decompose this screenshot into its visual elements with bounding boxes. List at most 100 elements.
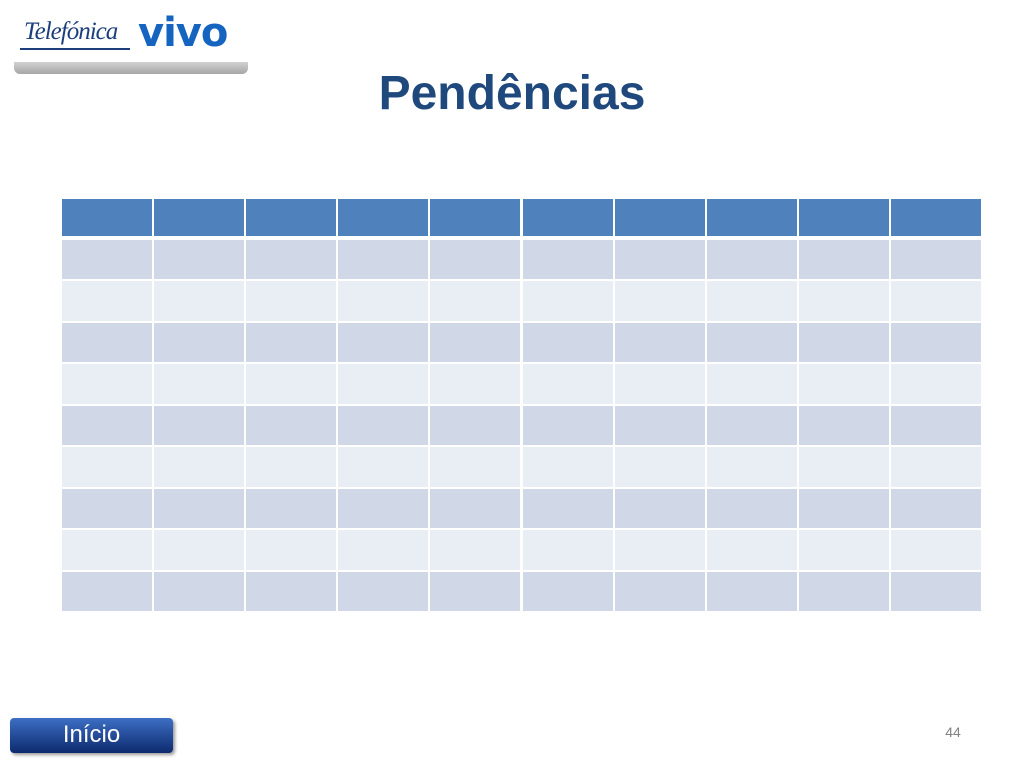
table-cell [245, 446, 338, 488]
page-number: 44 [945, 724, 961, 740]
table [61, 198, 982, 612]
table-cell [797, 487, 890, 530]
table-cell [889, 239, 982, 281]
table-cell [521, 239, 614, 281]
table-cell [521, 363, 614, 405]
table-cell [337, 321, 430, 364]
table-cell [429, 446, 522, 488]
table-cell [889, 321, 982, 364]
table-cell [889, 404, 982, 447]
table-cell [61, 280, 154, 322]
table-cell [797, 239, 890, 281]
table-cell [797, 529, 890, 571]
table-cell [705, 404, 798, 447]
table-cell [153, 570, 246, 612]
table-cell [61, 239, 154, 281]
table-cell [797, 570, 890, 612]
table-cell [429, 529, 522, 571]
table-cell [429, 280, 522, 322]
table-cell [153, 404, 246, 447]
table-cell [245, 529, 338, 571]
table-cell [61, 321, 154, 364]
table-cell [153, 446, 246, 488]
table-cell [245, 239, 338, 281]
table-cell [245, 487, 338, 530]
table-cell [521, 487, 614, 530]
table-cell [613, 280, 706, 322]
logo-line [20, 48, 130, 50]
header-cell [429, 198, 522, 239]
table-cell [61, 446, 154, 488]
table-cell [613, 239, 706, 281]
logo: Telefónica vivo [14, 10, 248, 62]
table-cell [245, 404, 338, 447]
table-cell [521, 280, 614, 322]
header-cell [337, 198, 430, 239]
table-cell [153, 363, 246, 405]
table-cell [337, 404, 430, 447]
table-cell [61, 487, 154, 530]
header-cell [61, 198, 154, 239]
table-cell [613, 363, 706, 405]
table-cell [521, 446, 614, 488]
table-cell [153, 487, 246, 530]
table-cell [245, 363, 338, 405]
table-cell [613, 529, 706, 571]
table-cell [153, 321, 246, 364]
header-cell [613, 198, 706, 239]
table-cell [153, 239, 246, 281]
table-cell [337, 363, 430, 405]
table-cell [153, 529, 246, 571]
table-cell [705, 487, 798, 530]
table-cell [705, 529, 798, 571]
table-cell [153, 280, 246, 322]
header-cell [705, 198, 798, 239]
table-cell [705, 570, 798, 612]
table-cell [889, 280, 982, 322]
table-cell [61, 570, 154, 612]
table-cell [889, 529, 982, 571]
table-cell [797, 404, 890, 447]
table-cell [797, 363, 890, 405]
table-cell [245, 570, 338, 612]
table-cell [521, 321, 614, 364]
table-cell [429, 321, 522, 364]
logo-brand: vivo [138, 10, 228, 56]
table-cell [429, 363, 522, 405]
table-cell [705, 239, 798, 281]
header-cell [521, 198, 614, 239]
table-cell [521, 570, 614, 612]
table-cell [889, 446, 982, 488]
slide-title: Pendências [378, 67, 646, 120]
table-cell [889, 363, 982, 405]
table-cell [429, 570, 522, 612]
table-cell [705, 446, 798, 488]
header-cell [889, 198, 982, 239]
table-cell [337, 529, 430, 571]
table-cell [613, 487, 706, 530]
table-cell [245, 280, 338, 322]
header-cell [153, 198, 246, 239]
table-cell [613, 446, 706, 488]
table-cell [521, 404, 614, 447]
table-cell [889, 570, 982, 612]
table-cell [337, 280, 430, 322]
table-cell [613, 404, 706, 447]
table-cell [797, 446, 890, 488]
header-cell [245, 198, 338, 239]
table-cell [521, 529, 614, 571]
table-cell [245, 321, 338, 364]
table-cell [705, 280, 798, 322]
home-button[interactable]: Início [10, 718, 173, 753]
table-cell [61, 529, 154, 571]
table-cell [429, 239, 522, 281]
table-cell [797, 280, 890, 322]
table-cell [61, 404, 154, 447]
table-cell [613, 321, 706, 364]
table-cell [705, 363, 798, 405]
table-cell [797, 321, 890, 364]
logo-bar [14, 60, 248, 74]
header-cell [797, 198, 890, 239]
table-cell [705, 321, 798, 364]
